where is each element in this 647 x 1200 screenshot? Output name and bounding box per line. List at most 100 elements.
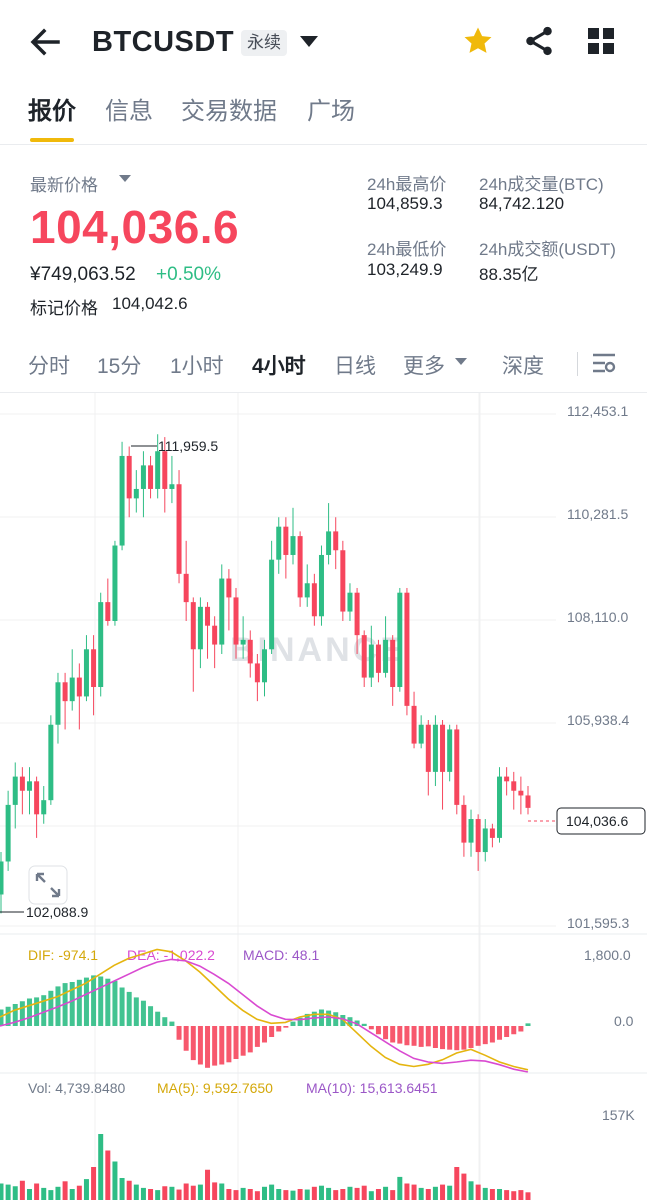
watermark: BINANCE (230, 631, 406, 669)
volume-bar (240, 1187, 246, 1200)
macd-bar (5, 1006, 11, 1026)
candle-body (197, 606, 203, 650)
macd-bar (461, 1026, 467, 1050)
candle-body (347, 592, 353, 612)
macd-bar (254, 1026, 260, 1047)
tab-quote[interactable]: 报价 (28, 98, 76, 125)
macd-bar (69, 982, 75, 1026)
interval-1d[interactable]: 日线 (334, 355, 376, 378)
interval-4h[interactable]: 4小时 (252, 355, 306, 378)
cny-price: ¥749,063.52 (30, 264, 136, 285)
volume-bar (247, 1189, 253, 1200)
candle-body (41, 800, 47, 815)
macd-bar (425, 1026, 431, 1047)
tab-square[interactable]: 广场 (307, 98, 355, 125)
volume-bar (504, 1190, 510, 1200)
volume-bar (98, 1134, 104, 1200)
volume-bar (340, 1189, 346, 1200)
mark-price: 104,042.6 (112, 294, 188, 313)
candle-body (375, 644, 381, 673)
volume-bar (5, 1184, 11, 1200)
interval-more[interactable]: 更多 (403, 355, 445, 378)
back-button[interactable] (28, 22, 64, 62)
volume-bar (190, 1185, 196, 1200)
volume-bar (226, 1189, 232, 1200)
macd-bar (91, 975, 97, 1026)
macd-bar (219, 1026, 225, 1065)
macd-bar (233, 1026, 239, 1059)
high-label: 24h最高价 (367, 175, 447, 194)
volume-bar (197, 1184, 203, 1200)
macd-bar (0, 1009, 4, 1026)
macd-bar (475, 1026, 481, 1046)
chart-settings-icon[interactable] (591, 350, 617, 376)
candle-body (0, 861, 4, 895)
expand-icon[interactable] (28, 865, 68, 905)
volume-bar (26, 1189, 32, 1200)
ma10-label: MA(10): 15,613.6451 (306, 1080, 438, 1096)
candle-body (411, 705, 417, 744)
candlestick-chart[interactable]: BINANCE 112,453.1 110,281.5 108,110.0 105,9… (0, 393, 647, 1200)
volume-bar (48, 1190, 54, 1200)
interval-15m[interactable]: 15分 (97, 355, 142, 378)
volume-bar (140, 1187, 146, 1200)
macd-bar (375, 1026, 381, 1035)
share-button[interactable] (522, 24, 556, 58)
caret-down-icon[interactable] (118, 174, 132, 184)
macd-bar (19, 1001, 25, 1026)
candle-body (269, 559, 275, 650)
macd-bar (447, 1026, 453, 1050)
candle-body (425, 724, 431, 772)
volume-bar (333, 1190, 339, 1200)
volume-bar (112, 1161, 118, 1200)
interval-time[interactable]: 分时 (28, 355, 70, 378)
price-axis-tick: 108,110.0 (567, 609, 628, 625)
contract-type-badge: 永续 (241, 30, 287, 56)
top-bar: BTCUSDT 永续 (0, 0, 647, 84)
volume-bar (311, 1186, 317, 1200)
candle-body (354, 592, 360, 636)
candle-body (247, 639, 253, 664)
candle-body (48, 724, 54, 801)
macd-bar (226, 1026, 232, 1063)
interval-depth[interactable]: 深度 (502, 355, 544, 378)
volume-bar (375, 1189, 381, 1200)
volume-bar (176, 1189, 182, 1200)
candle-body (297, 536, 303, 598)
favorite-button[interactable] (461, 24, 495, 58)
macd-bar (283, 1026, 289, 1028)
candle-body (55, 682, 61, 725)
high-value: 104,859.3 (367, 194, 443, 213)
macd-bar (361, 1023, 367, 1026)
volume-bar (525, 1192, 531, 1200)
tab-trading-data[interactable]: 交易数据 (181, 98, 277, 125)
volume-bar (497, 1189, 503, 1200)
candle-body (511, 781, 517, 791)
macd-bar (432, 1026, 438, 1048)
macd-bar (212, 1026, 218, 1066)
caret-down-icon[interactable] (300, 36, 318, 47)
volume-bar (69, 1189, 75, 1200)
last-price-label[interactable]: 最新价格 (30, 176, 98, 195)
macd-bar (34, 997, 40, 1026)
macd-bar (205, 1026, 211, 1068)
volume-bar (425, 1189, 431, 1200)
candle-body (304, 583, 310, 598)
caret-down-icon[interactable] (454, 357, 468, 367)
menu-button[interactable] (586, 26, 616, 56)
volume-bar (262, 1186, 267, 1200)
volume-bar (283, 1190, 289, 1200)
symbol-title[interactable]: BTCUSDT (92, 26, 235, 58)
candle-body (311, 583, 317, 617)
candle-body (340, 550, 346, 612)
candle-body (183, 573, 189, 603)
volume-bar (148, 1189, 154, 1200)
interval-1h[interactable]: 1小时 (170, 355, 224, 378)
low-label: 24h最低价 (367, 240, 447, 259)
candle-body (432, 724, 438, 772)
candle-body (155, 451, 161, 489)
tab-info[interactable]: 信息 (105, 98, 153, 125)
dea-line (0, 958, 529, 1073)
candle-body (404, 592, 410, 706)
candle-body (276, 526, 282, 560)
